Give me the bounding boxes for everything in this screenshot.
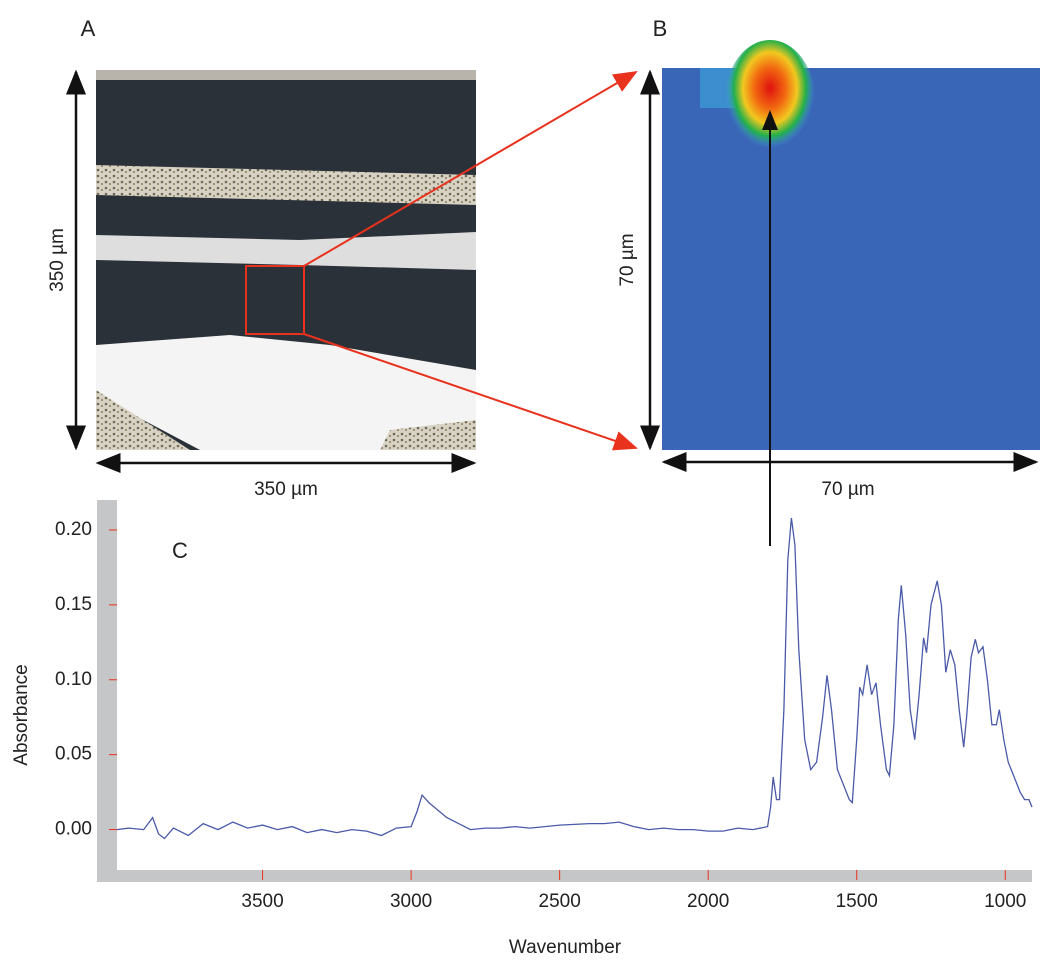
x-tick-label: 3500	[241, 891, 283, 912]
axis-bar	[97, 870, 1032, 882]
panel-label: C	[172, 538, 188, 563]
panel-label: A	[81, 16, 96, 41]
dimension-label: 70 µm	[617, 233, 638, 286]
x-tick-label: 2000	[687, 891, 729, 912]
y-tick-label: 0.05	[55, 744, 92, 765]
spectrum-line	[116, 517, 1033, 840]
y-tick-label: 0.10	[55, 669, 92, 690]
dimension-label: 350 µm	[254, 479, 318, 500]
x-tick-label: 3000	[390, 891, 432, 912]
axis-title: Absorbance	[11, 664, 32, 765]
heatmap-image	[662, 40, 1040, 450]
dimension-label: 350 µm	[47, 228, 68, 292]
microscope-image	[96, 70, 476, 450]
dimension-label: 70 µm	[821, 479, 874, 500]
x-tick-label: 1500	[836, 891, 878, 912]
zoom-arrow	[303, 70, 638, 267]
zoom-arrow	[303, 333, 638, 451]
x-tick-label: 1000	[984, 891, 1026, 912]
y-tick-label: 0.15	[55, 594, 92, 615]
axis-title: Wavenumber	[509, 937, 622, 958]
panel-label: B	[653, 16, 668, 41]
axis-bar	[97, 500, 117, 882]
y-tick-label: 0.00	[55, 819, 92, 840]
y-tick-label: 0.20	[55, 519, 92, 540]
x-tick-label: 2500	[539, 891, 581, 912]
